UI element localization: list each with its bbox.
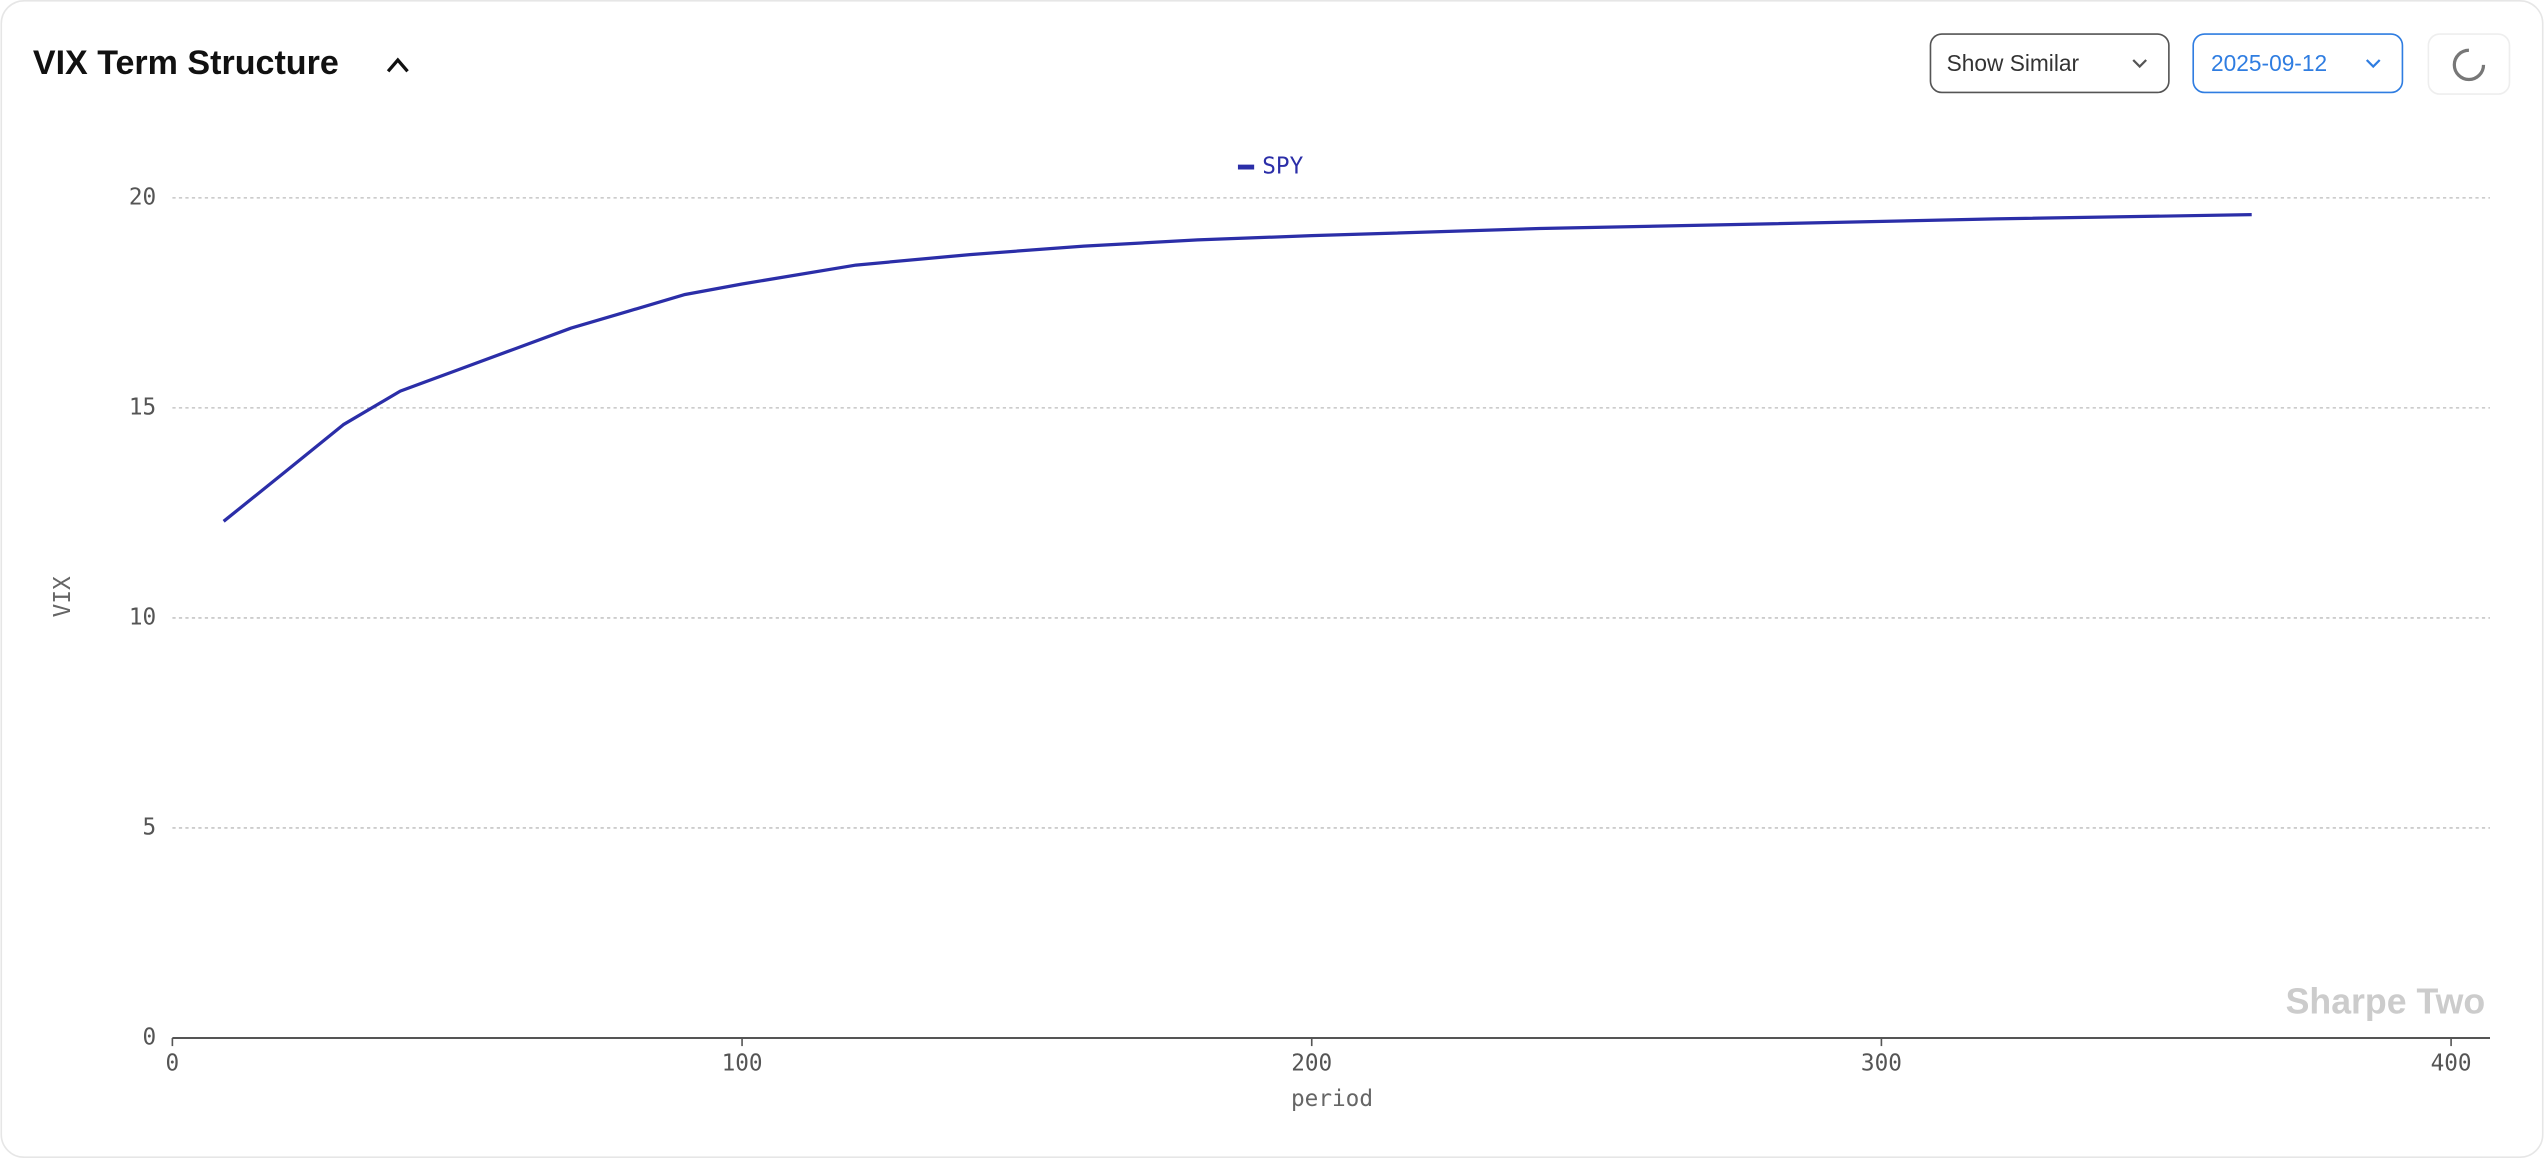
select-box <box>1929 33 2170 94</box>
x-tick-label: 400 <box>2431 1050 2472 1076</box>
card-title: VIX Term Structure <box>33 44 339 82</box>
button-box <box>2427 33 2511 95</box>
x-tick-label: 200 <box>1291 1050 1332 1076</box>
x-tick-label: 0 <box>166 1050 180 1076</box>
spinner-icon <box>2452 48 2486 82</box>
date-select[interactable]: 2025-09-12 <box>2192 33 2404 94</box>
y-tick-label: 5 <box>142 814 156 840</box>
watermark: Sharpe Two <box>2286 981 2486 1021</box>
series-line <box>222 213 2252 523</box>
x-tick-label: 100 <box>722 1050 763 1076</box>
y-tick-label: 0 <box>142 1024 156 1050</box>
refresh-button[interactable] <box>2427 33 2511 95</box>
chevron <box>2132 59 2147 69</box>
date-label: 2025-09-12 <box>2211 50 2327 76</box>
x-axis-label: period <box>1291 1086 1373 1112</box>
y-tick-label: 10 <box>129 604 156 630</box>
chevron <box>2365 59 2381 69</box>
select-box <box>2192 33 2404 94</box>
legend-label: SPY <box>1262 154 1303 180</box>
select-label: Show Similar <box>1947 50 2080 76</box>
show-similar-select[interactable]: Show Similar <box>1929 33 2170 94</box>
y-axis-label: VIX <box>50 576 76 617</box>
y-tick-label: 20 <box>129 184 156 210</box>
y-tick-label: 15 <box>129 394 156 420</box>
x-tick-label: 300 <box>1861 1050 1902 1076</box>
collapse-icon[interactable] <box>386 57 409 73</box>
